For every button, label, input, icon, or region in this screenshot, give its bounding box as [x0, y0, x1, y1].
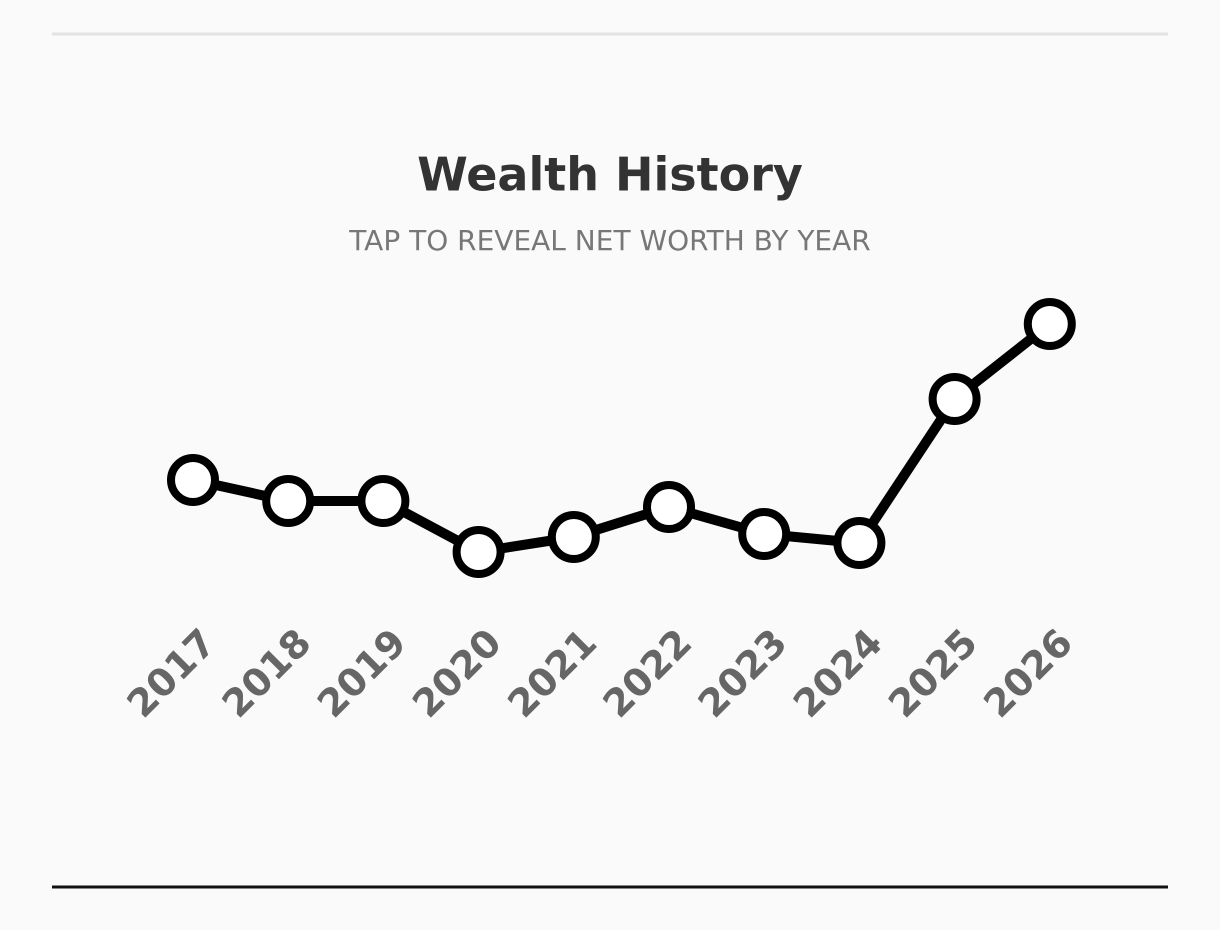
x-tick-label: 2026	[975, 620, 1081, 726]
point[interactable]	[167, 454, 219, 506]
point[interactable]	[1023, 298, 1076, 350]
chart-title: Wealth History	[417, 148, 803, 202]
point[interactable]	[262, 475, 315, 527]
point[interactable]	[738, 508, 791, 560]
line	[191, 320, 1053, 557]
x-tick-label: 2025	[880, 620, 986, 726]
point[interactable]	[643, 481, 695, 533]
point[interactable]	[833, 517, 886, 569]
x-tick-label: 2021	[499, 620, 605, 726]
chart-subtitle: TAP TO REVEAL NET WORTH BY YEAR	[348, 224, 871, 257]
point[interactable]	[928, 373, 981, 425]
x-tick-label: 2017	[118, 620, 224, 726]
point[interactable]	[452, 526, 505, 578]
point[interactable]	[547, 511, 600, 563]
x-tick-label: 2019	[309, 620, 415, 726]
x-tick-label: 2020	[404, 620, 510, 726]
x-tick-label: 2022	[594, 620, 700, 726]
x-tick-label: 2018	[214, 620, 320, 726]
point[interactable]	[357, 475, 410, 527]
x-tick-label: 2023	[690, 620, 796, 726]
x-tick-label: 2024	[785, 620, 891, 726]
